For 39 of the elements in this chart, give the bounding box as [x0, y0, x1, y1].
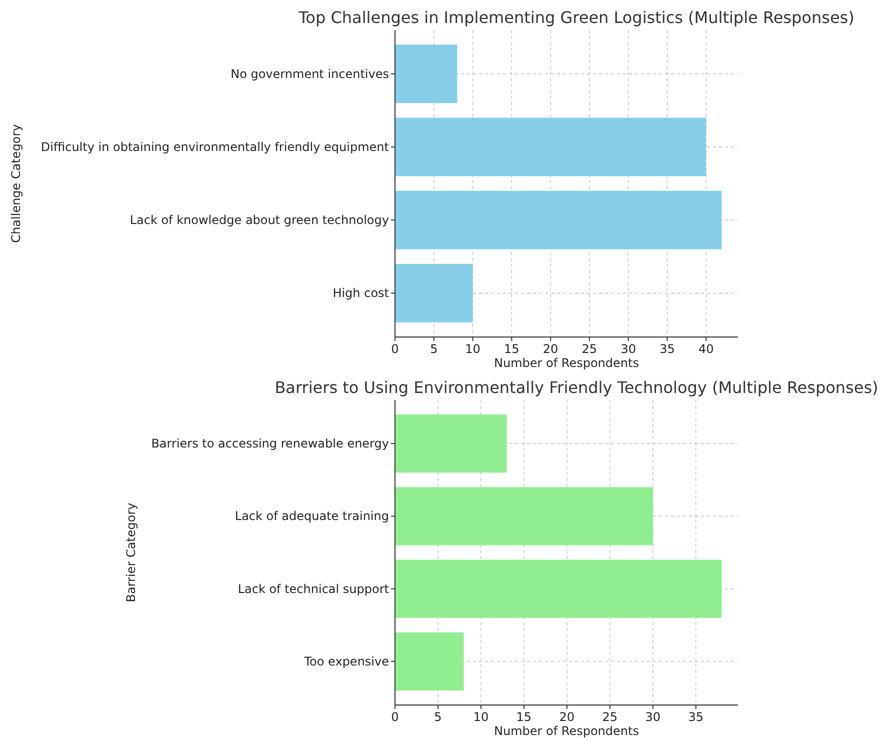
x-tick-label: 15 [504, 342, 520, 356]
y-tick-label: Lack of adequate training [234, 509, 389, 524]
bar [395, 487, 653, 546]
y-axis-title: Challenge Category [9, 124, 23, 243]
bar [395, 190, 722, 250]
bar [395, 44, 458, 104]
x-axis-title: Number of Respondents [494, 356, 639, 370]
x-tick-label: 20 [559, 710, 575, 724]
bar [395, 118, 706, 176]
x-tick-label: 35 [660, 342, 675, 356]
x-tick-label: 15 [516, 710, 532, 724]
x-tick-label: 0 [391, 342, 399, 356]
x-tick-label: 25 [602, 710, 618, 724]
chart-title: Top Challenges in Implementing Green Logistics (Multiple Responses) [298, 8, 854, 27]
x-tick-label: 5 [434, 710, 442, 724]
y-axis-title: Barrier Category [124, 502, 138, 602]
bar [395, 264, 473, 322]
x-tick-label: 5 [430, 342, 438, 356]
x-tick-label: 30 [645, 710, 661, 724]
y-tick-label: Difficulty in obtaining environmentally friendly equipment [40, 140, 390, 154]
y-tick-label: No government incentives [230, 66, 389, 81]
x-tick-label: 10 [465, 342, 480, 356]
x-tick-label: 10 [473, 710, 489, 724]
y-tick-label: Too expensive [303, 654, 389, 668]
x-tick-label: 25 [582, 342, 598, 356]
x-axis-title: Number of Respondents [494, 724, 639, 738]
bar [395, 632, 464, 690]
x-tick-label: 0 [391, 710, 399, 724]
y-tick-label: High cost [332, 286, 390, 300]
bar [395, 414, 507, 473]
x-tick-label: 40 [698, 342, 714, 356]
chart-title: Barriers to Using Environmentally Friendly Technology (Multiple Responses) [274, 378, 878, 397]
y-tick-label: Barriers to accessing renewable energy [151, 436, 389, 451]
y-tick-label: Lack of technical support [238, 582, 390, 596]
bar [395, 560, 722, 618]
x-tick-label: 30 [620, 342, 636, 356]
x-tick-label: 20 [542, 342, 558, 356]
x-tick-label: 35 [688, 710, 704, 724]
y-tick-label: Lack of knowledge about green technology [130, 213, 389, 228]
